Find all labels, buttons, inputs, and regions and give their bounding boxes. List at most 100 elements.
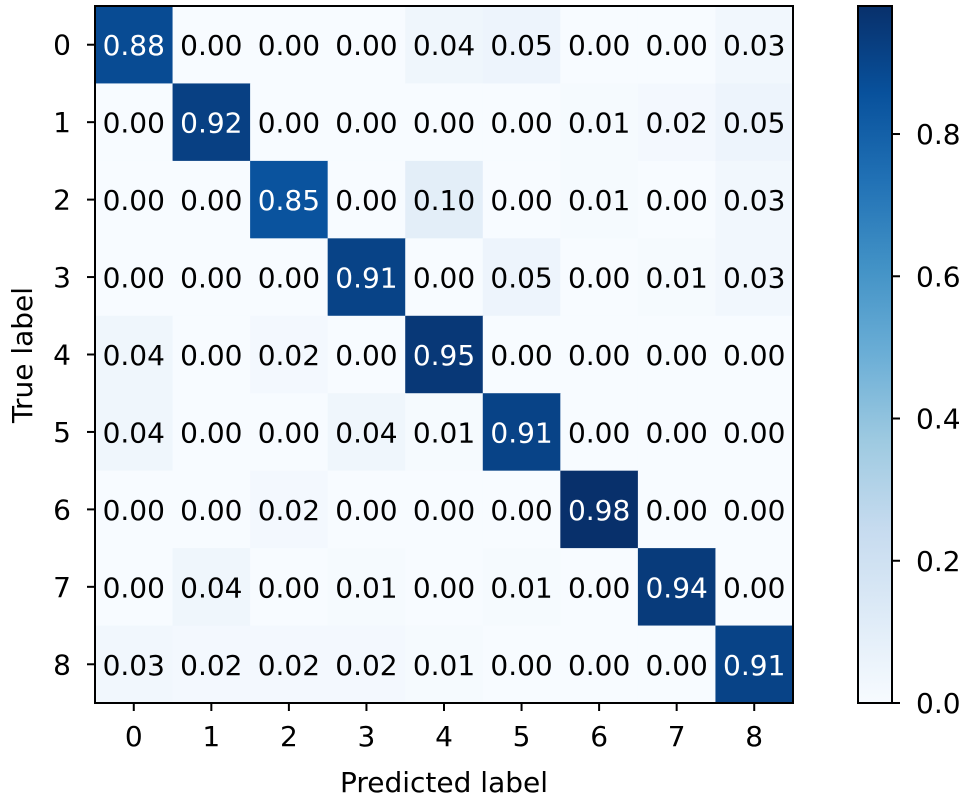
cell-value-label: 0.00 <box>645 649 707 682</box>
heatmap-cell <box>95 393 174 472</box>
cell-value-label: 0.95 <box>413 339 475 372</box>
heatmap-cell <box>560 315 639 394</box>
cell-value-label: 0.92 <box>180 107 242 140</box>
x-tick-label: 0 <box>125 720 143 753</box>
heatmap-cell <box>250 393 329 472</box>
colorbar <box>858 6 892 703</box>
cell-value-label: 0.00 <box>568 571 630 604</box>
cell-value-label: 0.00 <box>645 339 707 372</box>
y-tick-label: 5 <box>53 416 71 449</box>
cell-value-label: 0.00 <box>335 184 397 217</box>
heatmap-cell <box>637 548 717 627</box>
cell-value-label: 0.00 <box>258 107 320 140</box>
heatmap-cell <box>405 625 484 704</box>
cell-value-label: 0.88 <box>103 29 165 62</box>
heatmap-cell <box>327 315 406 394</box>
heatmap-cell <box>327 6 406 85</box>
heatmap-cell <box>482 393 561 472</box>
cell-value-label: 0.00 <box>335 339 397 372</box>
cell-value-label: 0.00 <box>103 184 165 217</box>
heatmap-cell <box>482 160 561 239</box>
cell-value-label: 0.00 <box>490 649 552 682</box>
cell-value-label: 0.00 <box>180 184 242 217</box>
heatmap-cell <box>715 160 794 239</box>
cell-value-label: 0.05 <box>490 29 552 62</box>
x-axis-ticks: 0 1 2 3 4 5 6 7 8 <box>125 703 763 753</box>
heatmap-cell <box>95 315 174 394</box>
cell-value-label: 0.04 <box>413 29 475 62</box>
y-tick-label: 1 <box>53 106 71 139</box>
cell-value-label: 0.00 <box>258 416 320 449</box>
y-tick-label: 7 <box>53 571 71 604</box>
y-tick-label: 3 <box>53 261 71 294</box>
cell-value-label: 0.00 <box>103 107 165 140</box>
heatmap-cell <box>715 83 794 162</box>
heatmap-cell <box>405 470 484 549</box>
heatmap-cell <box>327 160 406 239</box>
heatmap-cell <box>482 83 561 162</box>
heatmap-cell <box>95 160 174 239</box>
cell-value-label: 0.00 <box>180 29 242 62</box>
heatmap-cell <box>405 238 484 317</box>
cell-value-label: 0.00 <box>180 494 242 527</box>
cell-value-label: 0.03 <box>723 262 785 295</box>
heatmap-cell <box>482 238 561 317</box>
cell-value-label: 0.02 <box>258 649 320 682</box>
heatmap-cell <box>327 83 406 162</box>
y-tick-label: 2 <box>53 184 71 217</box>
colorbar-tick-label: 0.2 <box>916 545 961 578</box>
heatmap-cell <box>637 315 717 394</box>
cell-value-label: 0.85 <box>258 184 320 217</box>
colorbar-tick-label: 0.6 <box>916 260 961 293</box>
cell-value-label: 0.00 <box>723 339 785 372</box>
heatmap-cell <box>405 315 484 394</box>
heatmap-cell <box>405 393 484 472</box>
cell-value-label: 0.00 <box>103 494 165 527</box>
heatmap-cell <box>95 625 174 704</box>
heatmap-cell <box>327 470 406 549</box>
heatmap-cell <box>327 393 406 472</box>
cell-value-label: 0.00 <box>645 494 707 527</box>
cell-value-label: 0.00 <box>490 339 552 372</box>
heatmap-cell <box>482 548 561 627</box>
heatmap-cell <box>715 238 794 317</box>
cell-value-label: 0.00 <box>723 416 785 449</box>
heatmap-cell <box>250 160 329 239</box>
x-tick-label: 3 <box>358 720 376 753</box>
cell-value-label: 0.05 <box>490 262 552 295</box>
heatmap-cell <box>715 548 794 627</box>
cell-value-label: 0.00 <box>413 494 475 527</box>
cell-value-label: 0.00 <box>413 107 475 140</box>
heatmap-cell <box>172 470 251 549</box>
cell-value-label: 0.03 <box>723 184 785 217</box>
x-tick-label: 2 <box>280 720 298 753</box>
y-tick-label: 8 <box>53 648 71 681</box>
cell-value-label: 0.03 <box>723 29 785 62</box>
cell-value-label: 0.02 <box>258 494 320 527</box>
cell-value-label: 0.00 <box>258 571 320 604</box>
cell-value-label: 0.00 <box>335 29 397 62</box>
heatmap-cell <box>715 470 794 549</box>
heatmap-cell <box>715 6 794 85</box>
heatmap-cell <box>172 238 251 317</box>
x-tick-label: 6 <box>590 720 608 753</box>
cell-value-label: 0.00 <box>180 416 242 449</box>
heatmap-cell <box>95 238 174 317</box>
cell-value-label: 0.01 <box>413 416 475 449</box>
heatmap-cell <box>560 548 639 627</box>
heatmap-cell <box>250 315 329 394</box>
cell-value-label: 0.94 <box>645 571 707 604</box>
heatmap-cells <box>95 6 794 704</box>
heatmap-cell <box>250 625 329 704</box>
heatmap-cell <box>637 160 717 239</box>
heatmap-cell <box>637 238 717 317</box>
cell-value-label: 0.91 <box>335 262 397 295</box>
cell-value-label: 0.00 <box>335 107 397 140</box>
heatmap-cell <box>250 470 329 549</box>
y-axis-ticks: 0 1 2 3 4 5 6 7 8 <box>53 29 95 681</box>
cell-value-label: 0.00 <box>258 262 320 295</box>
colorbar-ticks: 0.0 0.2 0.4 0.6 0.8 <box>892 118 961 720</box>
heatmap-cell <box>560 393 639 472</box>
heatmap-cell <box>95 83 174 162</box>
